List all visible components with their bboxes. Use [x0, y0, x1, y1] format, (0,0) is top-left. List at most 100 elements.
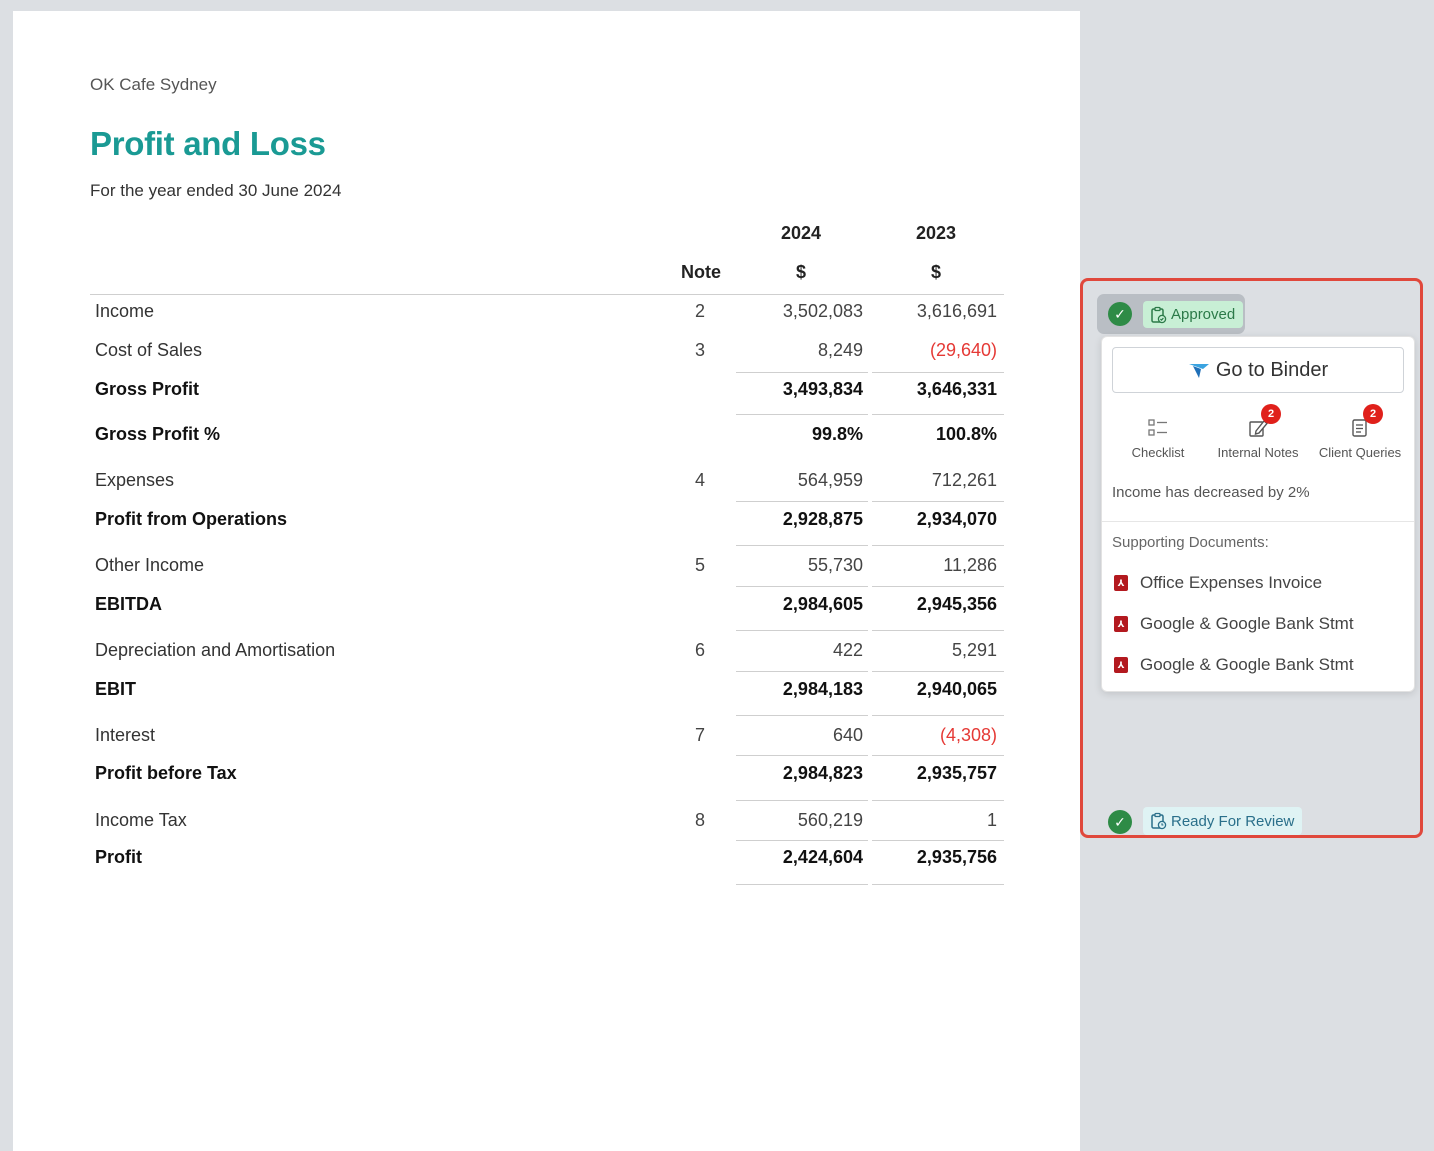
supporting-document-link[interactable]: ⅄ Google & Google Bank Stmt	[1114, 655, 1354, 675]
row-value-2024: 8,249	[817, 340, 863, 360]
review-popup: Go to Binder Checklist 2 Internal Notes	[1101, 336, 1415, 692]
row-value-2024: 2,984,605	[782, 594, 863, 614]
subtotal-rule	[872, 671, 1004, 672]
row-value-2024: 640	[832, 725, 863, 745]
subtotal-rule	[736, 840, 868, 841]
row-value-2023: 100.8%	[935, 424, 997, 444]
table-row: EBIT 2,984,183 2,940,065	[90, 676, 1004, 706]
table-row: EBITDA 2,984,605 2,945,356	[90, 591, 1004, 621]
binder-logo-icon	[1188, 364, 1209, 378]
table-row: Profit before Tax 2,984,823 2,935,757	[90, 760, 1004, 790]
clipboard-check-icon	[1151, 306, 1167, 323]
row-label: Cost of Sales	[95, 340, 203, 360]
table-row: Depreciation and Amortisation 6 422 5,29…	[90, 637, 1004, 667]
row-label: Gross Profit	[95, 379, 200, 399]
subtotal-rule	[872, 800, 1004, 801]
row-value-2024: 99.8%	[811, 424, 863, 444]
subtotal-rule	[872, 840, 1004, 841]
row-value-2024: 564,959	[797, 470, 863, 490]
table-row: Other Income 5 55,730 11,286	[90, 552, 1004, 582]
row-value-2023: 712,261	[931, 470, 997, 490]
table-row: Profit 2,424,604 2,935,756	[90, 844, 1004, 874]
internal-notes-count-badge: 2	[1261, 404, 1281, 424]
column-currency-2024: $	[795, 262, 806, 282]
row-value-2023: 2,940,065	[916, 679, 997, 699]
report-subtitle: For the year ended 30 June 2024	[90, 181, 342, 200]
row-label: Income	[95, 301, 155, 321]
row-label: Interest	[95, 725, 156, 745]
row-value-2023: 1	[986, 810, 997, 830]
client-queries-count-badge: 2	[1363, 404, 1383, 424]
supporting-document-link[interactable]: ⅄ Office Expenses Invoice	[1114, 573, 1322, 593]
row-value-2023: 2,935,757	[916, 763, 997, 783]
row-label: EBIT	[95, 679, 137, 699]
subtotal-rule	[736, 372, 868, 373]
row-label: Other Income	[95, 555, 205, 575]
row-value-2023: 5,291	[951, 640, 997, 660]
pdf-icon: ⅄	[1114, 616, 1128, 632]
subtotal-rule	[872, 501, 1004, 502]
row-value-2023: 2,934,070	[916, 509, 997, 529]
row-label: Profit	[95, 847, 142, 867]
row-label: Gross Profit %	[95, 424, 221, 444]
row-label: Expenses	[95, 470, 175, 490]
approved-badge[interactable]: Approved	[1143, 301, 1244, 328]
internal-notes-button[interactable]: 2 Internal Notes	[1212, 404, 1304, 460]
check-icon: ✓	[1108, 810, 1132, 834]
document-name: Google & Google Bank Stmt	[1140, 655, 1354, 674]
row-note: 6	[694, 640, 705, 660]
ready-for-review-label: Ready For Review	[1171, 812, 1295, 830]
row-value-2024: 422	[832, 640, 863, 660]
row-note: 4	[694, 470, 705, 490]
report-page: OK Cafe Sydney Profit and Loss For the y…	[13, 11, 1080, 1151]
row-value-2024: 2,424,604	[782, 847, 863, 867]
report-title: Profit and Loss	[90, 125, 326, 162]
row-note: 3	[694, 340, 705, 360]
supporting-document-link[interactable]: ⅄ Google & Google Bank Stmt	[1114, 614, 1354, 634]
go-to-binder-button[interactable]: Go to Binder	[1112, 347, 1404, 393]
subtotal-rule	[736, 671, 868, 672]
row-value-2023: (4,308)	[939, 725, 997, 745]
client-queries-button[interactable]: 2 Client Queries	[1314, 404, 1406, 460]
review-panel-highlight	[1080, 278, 1423, 838]
checklist-button[interactable]: Checklist	[1126, 417, 1190, 460]
subtotal-rule	[872, 545, 1004, 546]
column-currency-2023: $	[930, 262, 941, 282]
row-value-2024: 3,502,083	[782, 301, 863, 321]
total-rule	[872, 884, 1004, 885]
row-value-2024: 55,730	[807, 555, 863, 575]
variance-alert: Income has decreased by 2%	[1112, 484, 1310, 501]
ready-for-review-badge[interactable]: Ready For Review	[1143, 807, 1303, 835]
subtotal-rule	[872, 372, 1004, 373]
pdf-icon: ⅄	[1114, 575, 1128, 591]
table-row: Gross Profit 3,493,834 3,646,331	[90, 376, 1004, 406]
subtotal-rule	[872, 630, 1004, 631]
subtotal-rule	[736, 586, 868, 587]
table-row: Expenses 4 564,959 712,261	[90, 467, 1004, 497]
row-label: Profit from Operations	[95, 509, 288, 529]
subtotal-rule	[736, 630, 868, 631]
internal-notes-label: Internal Notes	[1217, 445, 1299, 460]
row-value-2024: 2,984,823	[782, 763, 863, 783]
company-name: OK Cafe Sydney	[90, 75, 217, 94]
total-rule	[736, 884, 868, 885]
row-label: Income Tax	[95, 810, 187, 830]
row-label: EBITDA	[95, 594, 162, 614]
subtotal-rule	[736, 755, 868, 756]
subtotal-rule	[736, 501, 868, 502]
table-row: Gross Profit % 99.8% 100.8%	[90, 421, 1004, 451]
row-value-2023: 2,935,756	[916, 847, 997, 867]
table-row: Income 2 3,502,083 3,616,691	[90, 298, 1004, 328]
column-year-2023: 2023	[915, 223, 957, 243]
column-year-2024: 2024	[780, 223, 822, 243]
table-row: Interest 7 640 (4,308)	[90, 722, 1004, 752]
checklist-icon	[1147, 417, 1169, 439]
go-to-binder-label: Go to Binder	[1215, 358, 1329, 381]
column-note: Note	[681, 262, 721, 282]
check-icon: ✓	[1108, 302, 1132, 326]
subtotal-rule	[736, 414, 868, 415]
table-row: Cost of Sales 3 8,249 (29,640)	[90, 337, 1004, 367]
client-queries-label: Client Queries	[1318, 445, 1402, 460]
subtotal-rule	[872, 586, 1004, 587]
row-value-2024: 560,219	[797, 810, 863, 830]
